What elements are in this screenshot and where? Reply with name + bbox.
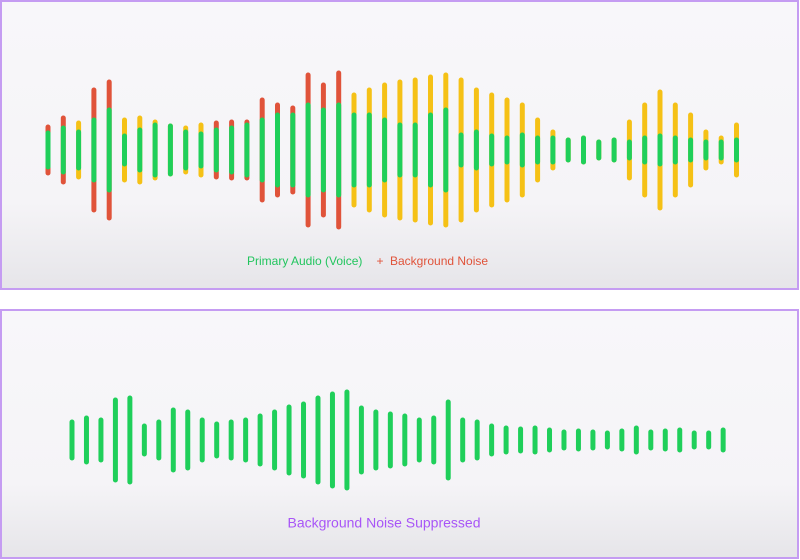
noisy-waveform bbox=[45, 70, 739, 230]
plus-label: + bbox=[376, 254, 383, 268]
clean-waveform bbox=[69, 389, 726, 491]
suppressed-label: Background Noise Suppressed bbox=[287, 515, 480, 531]
noise-label: Background Noise bbox=[390, 254, 488, 268]
voice-label: Primary Audio (Voice) bbox=[247, 254, 362, 268]
